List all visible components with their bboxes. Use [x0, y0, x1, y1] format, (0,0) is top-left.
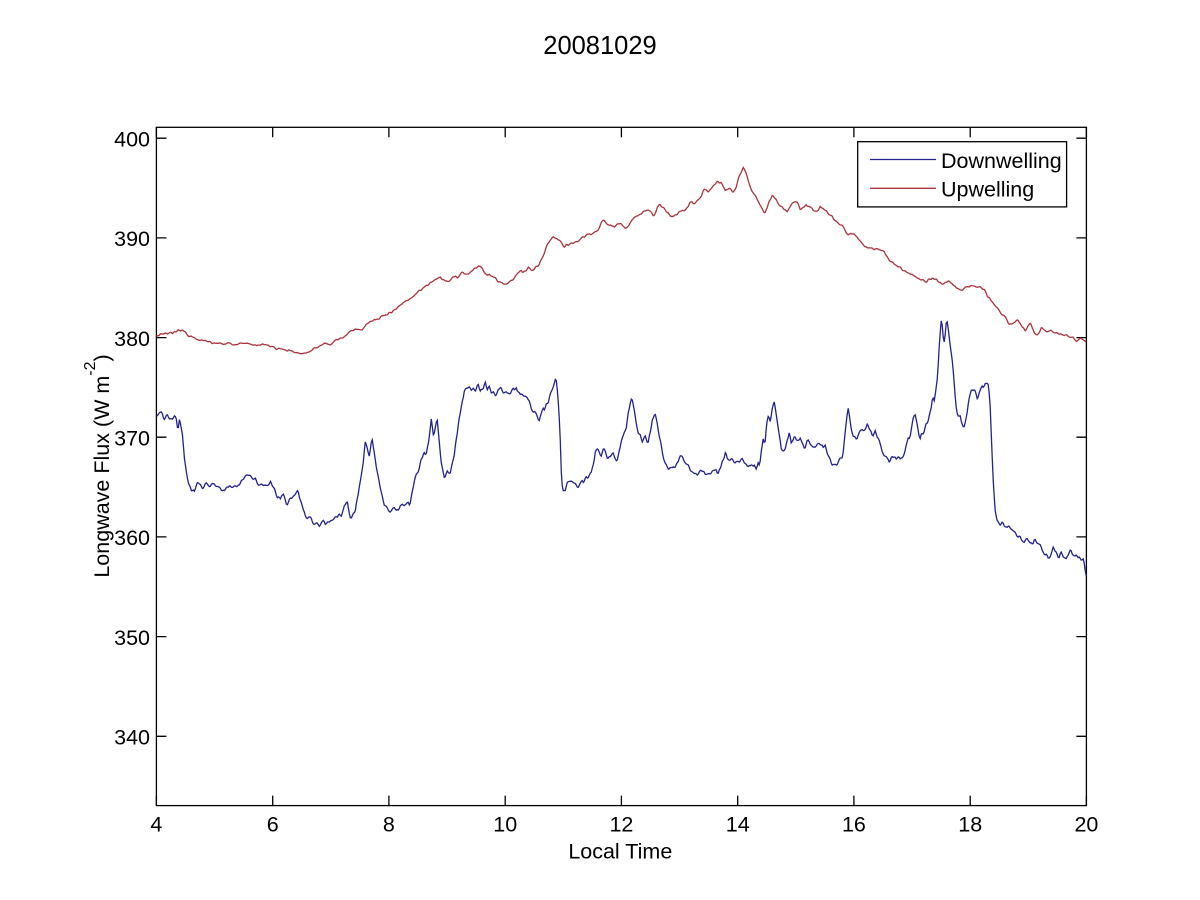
- svg-text:18: 18: [958, 813, 982, 837]
- svg-text:Downwelling: Downwelling: [941, 149, 1062, 173]
- svg-text:12: 12: [609, 813, 633, 837]
- svg-text:6: 6: [267, 813, 279, 837]
- svg-text:20081029: 20081029: [543, 32, 656, 60]
- svg-text:360: 360: [114, 526, 150, 550]
- svg-text:20: 20: [1074, 813, 1098, 837]
- svg-text:370: 370: [114, 427, 150, 451]
- svg-text:400: 400: [114, 128, 150, 152]
- svg-text:4: 4: [150, 813, 162, 837]
- svg-text:14: 14: [726, 813, 750, 837]
- svg-text:350: 350: [114, 626, 150, 650]
- svg-text:10: 10: [493, 813, 517, 837]
- svg-text:340: 340: [114, 726, 150, 750]
- svg-text:Upwelling: Upwelling: [941, 178, 1034, 202]
- svg-text:Local Time: Local Time: [568, 840, 672, 864]
- svg-text:8: 8: [383, 813, 395, 837]
- svg-text:390: 390: [114, 227, 150, 251]
- svg-text:380: 380: [114, 327, 150, 351]
- svg-text:16: 16: [842, 813, 866, 837]
